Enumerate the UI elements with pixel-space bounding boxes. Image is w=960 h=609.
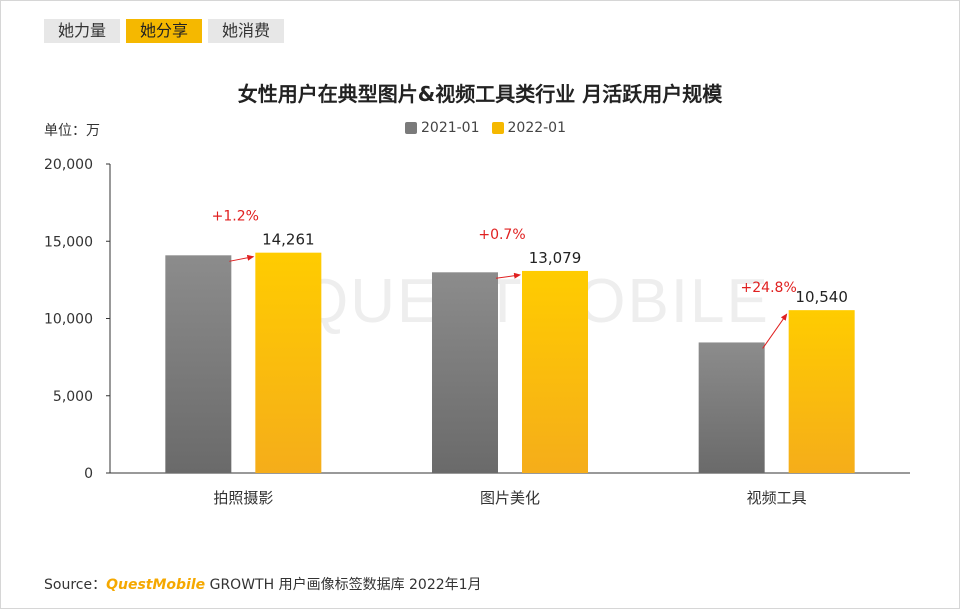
bar-2022-1	[522, 270, 588, 473]
growth-arrow	[762, 313, 788, 349]
source-note: Source：QuestMobile GROWTH 用户画像标签数据库 2022…	[44, 574, 482, 594]
y-tick-label: 0	[84, 466, 93, 482]
bar-2021-1	[432, 272, 498, 473]
legend-item-2022: 2022-01	[491, 120, 567, 136]
chart-legend: 2021-01 2022-01	[405, 120, 578, 136]
y-tick-label: 10,000	[44, 312, 93, 328]
source-prefix: Source：	[44, 577, 107, 593]
unit-label: 单位：万	[44, 123, 100, 139]
y-tick-label: 5,000	[53, 389, 93, 405]
growth-arrow	[229, 254, 255, 262]
tab-her-share[interactable]: 她分享	[126, 19, 203, 43]
bar-2022-2	[788, 310, 855, 473]
bar-2021-2	[698, 342, 765, 473]
legend-swatch-2021	[405, 122, 417, 134]
tab-bar: 她力量 她分享 她消费	[44, 19, 285, 43]
bar-value-label-2022: 13,079	[529, 249, 582, 267]
growth-label: +1.2%	[212, 209, 259, 225]
legend-item-2021: 2021-01	[405, 120, 480, 136]
x-category-label: 视频工具	[747, 489, 807, 507]
growth-arrow	[495, 272, 521, 279]
bar-2022-0	[255, 252, 322, 473]
tab-her-consumption[interactable]: 她消费	[208, 19, 285, 43]
bar-2021-0	[165, 255, 232, 473]
legend-label-2021: 2021-01	[421, 120, 480, 136]
source-brand: QuestMobile	[106, 577, 206, 593]
y-tick-label: 15,000	[44, 234, 93, 250]
y-tick-label: 20,000	[44, 157, 93, 173]
bar-value-label-2022: 10,540	[795, 288, 848, 306]
legend-label-2022: 2022-01	[507, 120, 567, 136]
source-suffix: GROWTH 用户画像标签数据库 2022年1月	[205, 577, 482, 593]
growth-label: +0.7%	[478, 227, 525, 243]
growth-label: +24.8%	[741, 280, 797, 296]
x-category-label: 图片美化	[480, 489, 540, 507]
bar-value-label-2022: 14,261	[262, 231, 315, 249]
legend-swatch-2022	[491, 122, 504, 134]
tab-her-power[interactable]: 她力量	[44, 19, 121, 43]
chart-title: 女性用户在典型图片&视频工具类行业 月活跃用户规模	[237, 82, 723, 106]
x-category-label: 拍照摄影	[213, 489, 273, 507]
